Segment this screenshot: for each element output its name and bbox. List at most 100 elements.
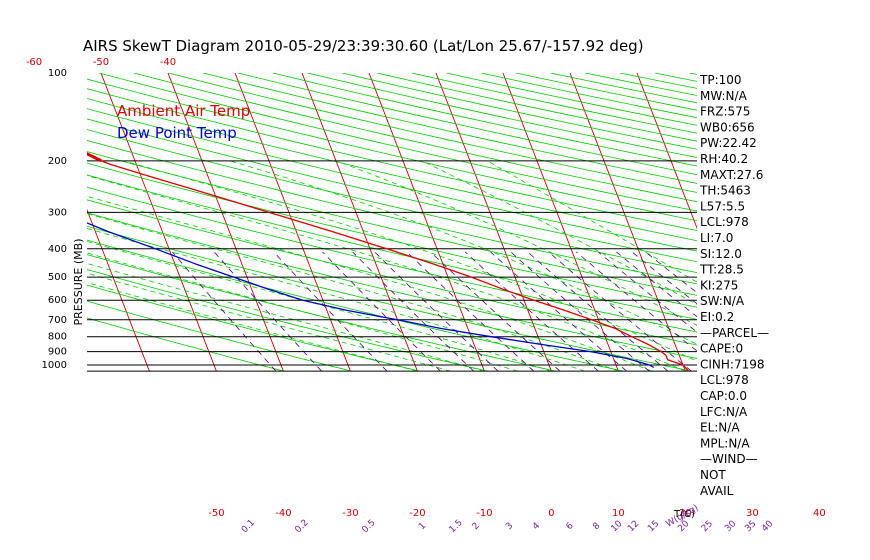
moist-adiabat-line xyxy=(87,175,686,372)
dry-adiabat-line xyxy=(87,199,697,346)
isotherm-line xyxy=(234,73,351,372)
isotherm-line xyxy=(771,73,870,371)
dry-adiabat-line xyxy=(828,73,870,371)
pressure-tick-label: 500 xyxy=(48,272,67,283)
moist-adiabat-line xyxy=(421,160,697,305)
index-label: MW:N/A xyxy=(700,89,748,103)
dry-adiabat-line xyxy=(863,73,870,371)
isotherm-line xyxy=(569,73,686,372)
isotherm-line xyxy=(87,208,150,372)
moist-adiabat-line xyxy=(336,160,697,326)
isotherm-line xyxy=(636,73,697,230)
mixing-ratio-line xyxy=(645,251,697,294)
temp-tick-label: -30 xyxy=(342,508,358,519)
index-label: KI:275 xyxy=(700,278,738,292)
moist-adiabat-line xyxy=(87,282,418,372)
index-label: TT:28.5 xyxy=(699,263,744,277)
pressure-tick-label: 800 xyxy=(48,332,67,343)
mixing-ratio-tick-label: 40 xyxy=(760,519,775,534)
mixing-ratio-tick-label: 2 xyxy=(471,521,482,532)
dry-adiabat-line xyxy=(87,174,697,320)
pressure-tick-label: 200 xyxy=(48,156,67,167)
moist-adiabat-line xyxy=(230,160,697,345)
mixing-ratio-tick-label: 12 xyxy=(626,519,641,534)
index-label: PW:22.42 xyxy=(700,136,757,150)
mixing-ratio-tick-label: 0.2 xyxy=(293,518,310,535)
dry-adiabat-line xyxy=(87,108,697,252)
dry-adiabat-line xyxy=(87,212,697,359)
dry-adiabat-line xyxy=(794,73,870,371)
temp-tick-label: 40 xyxy=(813,508,826,519)
mixing-ratio-tick-label: 25 xyxy=(700,519,715,534)
mixing-ratio-tick-label: 35 xyxy=(743,519,758,534)
moist-adiabat-line xyxy=(87,262,485,372)
mixing-ratio-line xyxy=(490,251,627,372)
legend: Ambient Air Temp Dew Point Temp xyxy=(117,102,250,142)
mixing-ratio-line xyxy=(576,251,697,352)
tropopause-segment xyxy=(87,152,103,163)
dry-adiabat-line xyxy=(87,129,697,274)
index-label: TP:100 xyxy=(699,73,742,87)
temp-tick-label: -50 xyxy=(208,508,224,519)
dewpoint-profile-line xyxy=(87,222,655,369)
index-label: CAP:0.0 xyxy=(700,389,747,403)
isotherm-line xyxy=(301,73,418,372)
pressure-tick-label: 400 xyxy=(48,244,67,255)
index-label: —WIND— xyxy=(700,452,758,466)
dry-adiabat-line xyxy=(87,98,697,242)
temp-tick-label: 0 xyxy=(548,508,554,519)
dry-adiabat-line xyxy=(87,118,697,263)
mixing-ratio-line xyxy=(322,251,441,372)
mixing-ratio-tick-label: 4 xyxy=(531,521,542,532)
mixing-ratio-tick-label: 15 xyxy=(646,519,661,534)
index-label: NOT xyxy=(700,468,726,482)
mixing-ratio-line xyxy=(616,251,697,318)
dry-adiabat-line xyxy=(87,162,697,308)
temp-tick-label: 20 xyxy=(679,508,692,519)
index-label: MAXT:27.6 xyxy=(700,168,763,182)
isotherm-line xyxy=(0,73,82,371)
index-label: EL:N/A xyxy=(700,421,740,435)
pressure-tick-label: 1000 xyxy=(42,360,67,371)
mixing-ratio-line xyxy=(213,251,322,372)
isotherm-line xyxy=(435,73,552,372)
index-label: AVAIL xyxy=(700,484,734,498)
chart-title: AIRS SkewT Diagram 2010-05-29/23:39:30.6… xyxy=(83,37,644,55)
mixing-ratio-tick-label: 1.5 xyxy=(448,518,465,535)
dry-adiabat-line xyxy=(376,73,697,142)
dry-adiabat-line xyxy=(87,317,284,372)
mixing-ratio-line xyxy=(464,251,599,372)
dry-adiabat-line xyxy=(307,73,697,158)
dry-adiabat-line xyxy=(481,73,697,119)
isobar-layer xyxy=(87,160,697,372)
mixing-ratio-line xyxy=(273,251,388,372)
index-label: WB0:656 xyxy=(700,120,755,134)
index-label: FRZ:575 xyxy=(700,105,750,119)
isotherm-line xyxy=(0,73,15,371)
pressure-tick-label: 100 xyxy=(48,68,67,79)
index-label: MPL:N/A xyxy=(700,436,750,450)
dry-adiabat-line xyxy=(87,239,624,372)
mixing-ratio-line xyxy=(374,251,499,372)
isotherm-line xyxy=(100,73,217,372)
mixing-ratio-line xyxy=(430,251,561,372)
index-label: —PARCEL— xyxy=(700,326,769,340)
dry-adiabat-line xyxy=(87,225,692,372)
temp-tick-label: 30 xyxy=(746,508,759,519)
pressure-tick-label: 600 xyxy=(48,295,67,306)
mixing-ratio-line xyxy=(631,251,697,305)
dry-adiabat-line xyxy=(98,73,697,212)
dry-adiabat-line xyxy=(759,73,870,371)
top-temp-tick-label: -50 xyxy=(93,57,109,68)
top-temp-tick-label: -40 xyxy=(160,57,176,68)
mixing-ratio-tick-label: 3 xyxy=(504,521,515,532)
mixing-ratio-tick-label: 0.1 xyxy=(240,518,257,535)
legend-entry-ambient: Ambient Air Temp xyxy=(117,102,250,120)
mixing-ratio-tick-label: 0.5 xyxy=(360,518,377,535)
legend-entry-dewpoint: Dew Point Temp xyxy=(117,124,237,142)
dry-adiabat-line xyxy=(87,300,352,372)
dry-adiabat-line xyxy=(87,254,556,372)
index-label: CINH:7198 xyxy=(700,357,765,371)
dry-adiabat-line xyxy=(87,78,697,222)
